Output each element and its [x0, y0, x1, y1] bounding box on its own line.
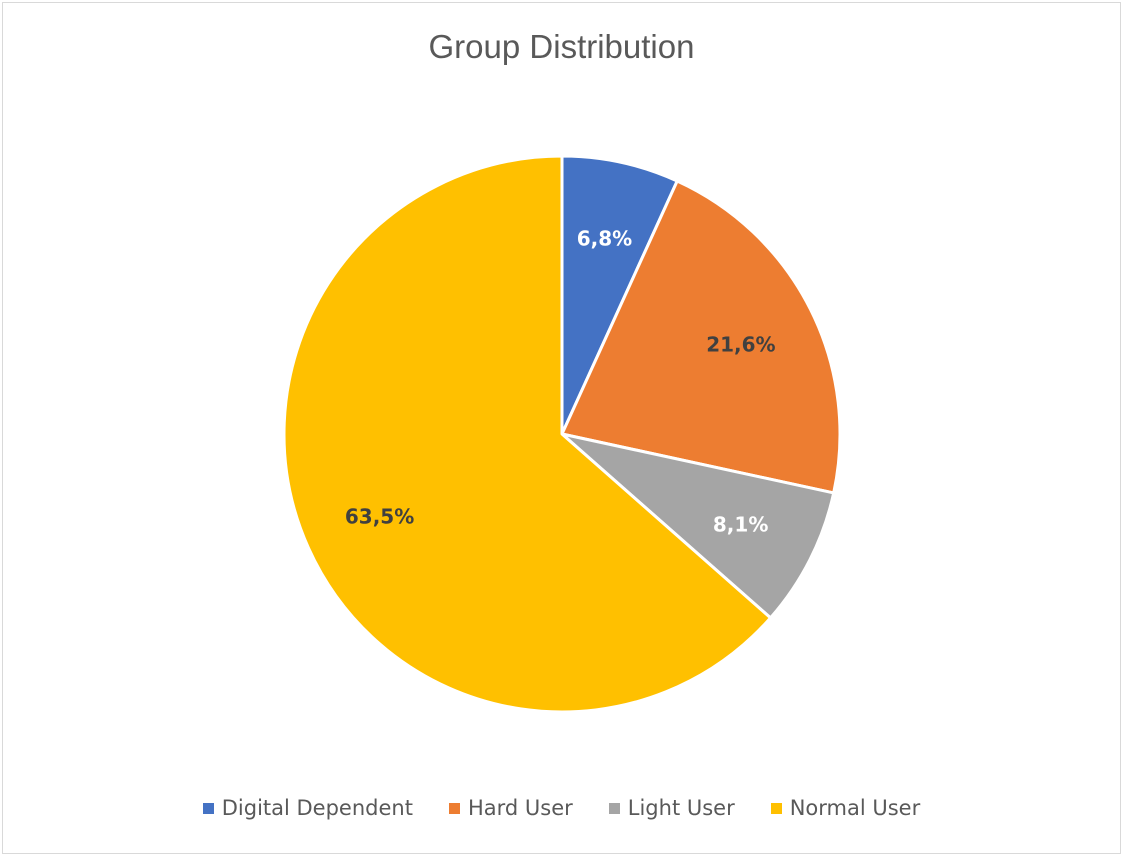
legend-item-hard-user: Hard User [448, 796, 573, 820]
legend-label: Digital Dependent [221, 796, 413, 820]
chart-legend: Digital Dependent Hard User Light User Norm… [0, 796, 1123, 820]
legend-swatch [608, 802, 620, 814]
legend-swatch [770, 802, 782, 814]
legend-label: Normal User [789, 796, 921, 820]
data-label-hard-user: 21,6% [706, 332, 775, 356]
legend-item-normal-user: Normal User [770, 796, 921, 820]
pie-data-labels: 6,8% 21,6% 8,1% 63,5% [345, 226, 776, 536]
data-label-normal-user: 63,5% [345, 504, 414, 528]
legend-swatch [448, 802, 460, 814]
pie-slices [282, 154, 842, 714]
legend-item-digital-dependent: Digital Dependent [202, 796, 413, 820]
legend-item-light-user: Light User [608, 796, 735, 820]
pie-slice-digital-dependent [560, 154, 679, 436]
chart-title: Group Distribution [428, 28, 695, 65]
data-label-light-user: 8,1% [713, 512, 768, 536]
legend-swatch [202, 802, 214, 814]
pie-slice-light-user [560, 432, 836, 620]
legend-label: Hard User [467, 796, 573, 820]
pie-slice-normal-user [282, 154, 773, 714]
data-label-digital-dependent: 6,8% [577, 226, 632, 250]
legend-label: Light User [627, 796, 735, 820]
pie-slice-hard-user [560, 179, 842, 495]
